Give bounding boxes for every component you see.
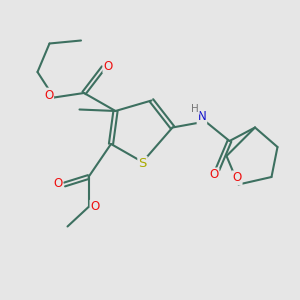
Text: O: O xyxy=(44,88,53,102)
Text: N: N xyxy=(197,110,206,124)
Text: O: O xyxy=(232,171,242,184)
Text: S: S xyxy=(138,157,147,170)
Text: O: O xyxy=(209,168,218,182)
Text: H: H xyxy=(191,104,199,114)
Text: O: O xyxy=(53,177,62,190)
Text: O: O xyxy=(91,200,100,214)
Text: O: O xyxy=(103,59,112,73)
